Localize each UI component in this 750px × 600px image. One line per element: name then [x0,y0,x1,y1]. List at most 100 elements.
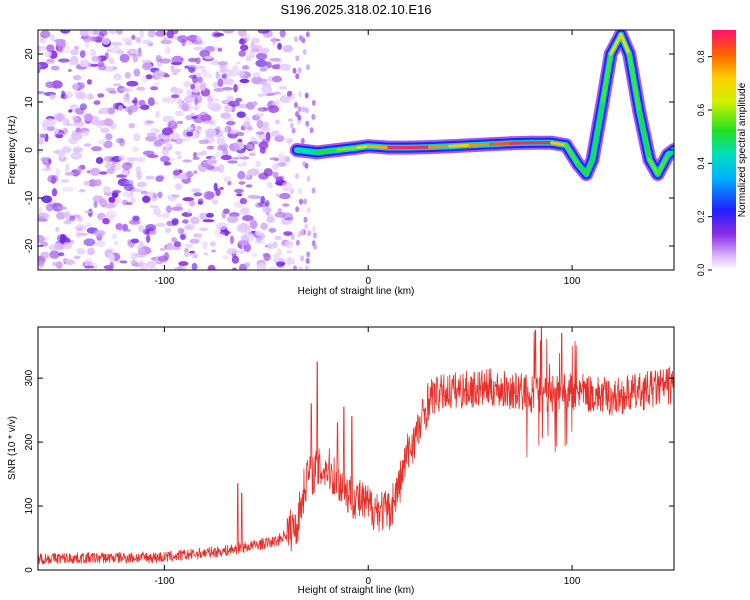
noise-speck [145,175,155,180]
noise-speck [186,208,192,214]
noise-speck [95,157,104,164]
noise-speck [38,207,43,214]
noise-speck [285,220,294,224]
noise-speck [304,107,309,114]
noise-speck [260,113,265,117]
ridge-core-segment [550,141,568,147]
noise-speck [51,175,56,184]
noise-speck [251,76,263,85]
noise-speck [307,230,312,237]
colorbar-tick-label: 0.8 [696,50,706,63]
noise-speck [227,215,239,224]
noise-speck [213,87,225,92]
noise-speck [237,83,242,88]
noise-speck [90,120,101,126]
noise-speck [211,249,217,253]
noise-speck [245,175,251,179]
noise-speck [289,122,294,129]
noise-speck [77,218,83,222]
ridge-core-segment [601,52,613,104]
noise-speck [155,110,160,118]
noise-speck [118,154,126,161]
noise-speck [147,30,156,38]
noise-speck [202,219,215,223]
noise-speck [130,238,140,244]
noise-speck [112,102,118,110]
noise-speck [291,127,296,134]
noise-speck [101,37,111,45]
noise-speck [122,191,131,197]
noise-speck [265,131,271,141]
noise-speck [297,67,302,74]
noise-speck [266,214,274,223]
noise-speck [290,234,295,240]
noise-speck [65,163,70,173]
noise-speck [227,160,238,164]
noise-speck [44,168,50,172]
noise-speck [312,232,317,239]
noise-speck [83,143,92,147]
noise-speck [64,259,76,266]
noise-speck [191,115,198,120]
noise-speck [250,41,256,50]
noise-speck [311,113,316,120]
noise-speck [202,120,214,124]
x-tick-label: 0 [365,576,371,587]
noise-speck [95,240,106,247]
noise-speck [155,222,167,228]
noise-speck [311,99,316,106]
noise-speck [38,260,45,267]
noise-speck [172,194,180,198]
noise-speck [197,198,204,203]
noise-speck [134,252,147,258]
noise-speck [73,120,85,127]
noise-speck [272,163,279,171]
noise-speck [268,105,280,114]
noise-speck [283,231,293,237]
noise-speck [109,261,114,270]
noise-speck [248,153,256,156]
noise-speck [91,146,102,152]
noise-speck [118,105,124,112]
noise-speck [223,117,234,121]
noise-speck [166,30,174,39]
noise-speck [87,62,93,68]
noise-speck [71,116,79,121]
noise-speck [108,90,117,94]
noise-speck [215,222,228,230]
noise-speck [199,212,207,220]
noise-speck [56,233,68,243]
noise-speck [54,127,59,134]
noise-speck [183,80,192,88]
noise-speck [38,218,48,222]
noise-speck [108,57,115,65]
spectrogram-ylabel: Frequency (Hz) [7,116,18,185]
noise-speck [116,30,123,35]
noise-speck [87,247,95,256]
noise-speck [76,248,86,255]
noise-speck [300,137,305,144]
noise-speck [260,195,266,204]
noise-speck [196,36,202,42]
noise-speck [245,184,253,188]
noise-speck [204,55,214,60]
noise-speck [235,97,243,103]
noise-speck [224,104,233,113]
noise-speck [206,212,214,218]
noise-speck [269,57,282,62]
noise-speck [207,264,216,270]
noise-speck [277,162,287,167]
noise-speck [78,189,86,193]
noise-speck [216,138,226,146]
noise-speck [130,260,138,267]
noise-speck [219,186,224,190]
noise-speck [39,133,47,138]
noise-speck [279,95,292,104]
noise-speck [182,197,194,202]
noise-speck [157,255,169,262]
noise-speck [221,86,233,92]
noise-speck [113,73,122,81]
noise-speck [252,71,261,78]
noise-speck [38,138,45,145]
